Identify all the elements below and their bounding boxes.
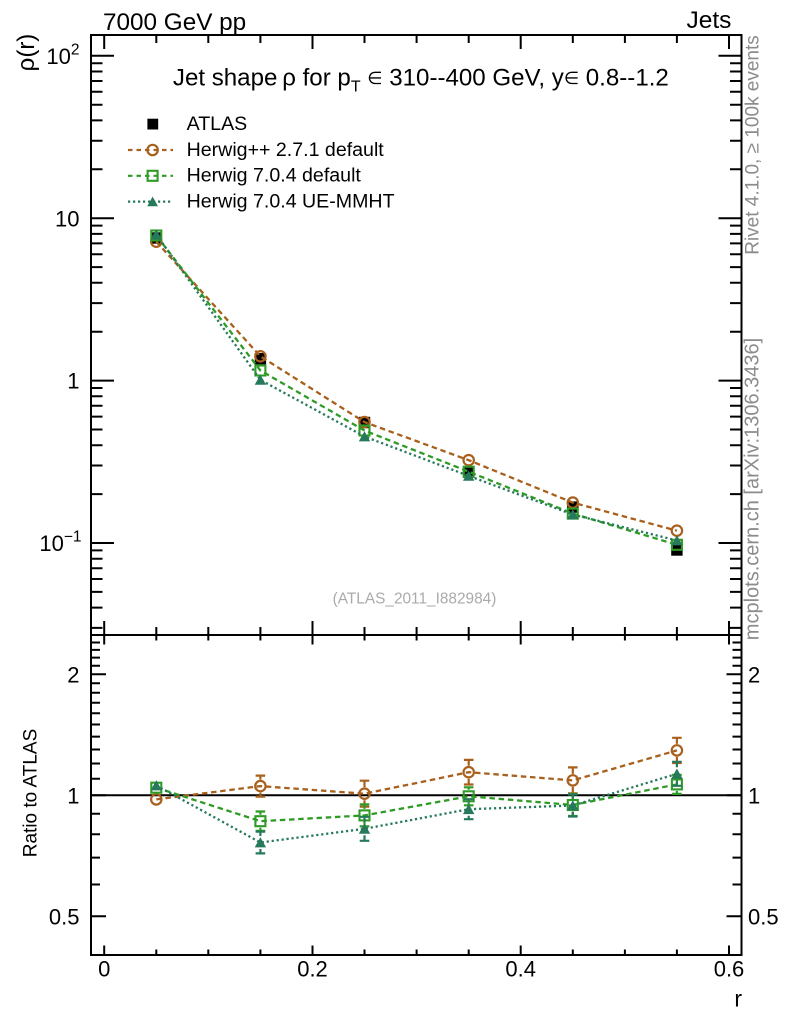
svg-text:Ratio to ATLAS: Ratio to ATLAS — [21, 729, 42, 858]
svg-text:10: 10 — [55, 207, 79, 232]
svg-text:Herwig 7.0.4 default: Herwig 7.0.4 default — [187, 165, 362, 187]
svg-text:Herwig++ 2.7.1 default: Herwig++ 2.7.1 default — [187, 139, 385, 161]
svg-text:mcplots.cern.ch [arXiv:1306.34: mcplots.cern.ch [arXiv:1306.3436] — [742, 338, 764, 640]
svg-text:2: 2 — [67, 662, 79, 687]
svg-text:Rivet 4.1.0, ≥ 100k events: Rivet 4.1.0, ≥ 100k events — [743, 35, 764, 255]
svg-text:0.5: 0.5 — [49, 904, 80, 929]
svg-text:1: 1 — [67, 783, 79, 808]
svg-text:Herwig 7.0.4 UE-MMHT: Herwig 7.0.4 UE-MMHT — [187, 190, 395, 212]
svg-text:Jets: Jets — [686, 7, 731, 34]
svg-text:0.4: 0.4 — [505, 956, 536, 981]
svg-text:1: 1 — [748, 783, 760, 808]
svg-text:ρ(r): ρ(r) — [13, 34, 40, 72]
svg-text:ATLAS: ATLAS — [187, 113, 248, 135]
svg-text:7000 GeV pp: 7000 GeV pp — [103, 9, 246, 36]
svg-text:0: 0 — [98, 956, 110, 981]
svg-text:2: 2 — [748, 662, 760, 687]
svg-text:r: r — [734, 985, 742, 1011]
svg-text:0.2: 0.2 — [297, 956, 328, 981]
svg-text:(ATLAS_2011_I882984): (ATLAS_2011_I882984) — [333, 591, 497, 608]
svg-text:Jet shape ρ for pT ∈ 310--400: Jet shape ρ for pT ∈ 310--400 GeV, y∈ 0.… — [173, 64, 669, 95]
svg-text:1: 1 — [67, 369, 79, 394]
svg-text:102: 102 — [46, 41, 79, 69]
svg-text:0.5: 0.5 — [748, 904, 779, 929]
svg-text:10−1: 10−1 — [39, 529, 81, 557]
svg-text:0.6: 0.6 — [714, 956, 745, 981]
